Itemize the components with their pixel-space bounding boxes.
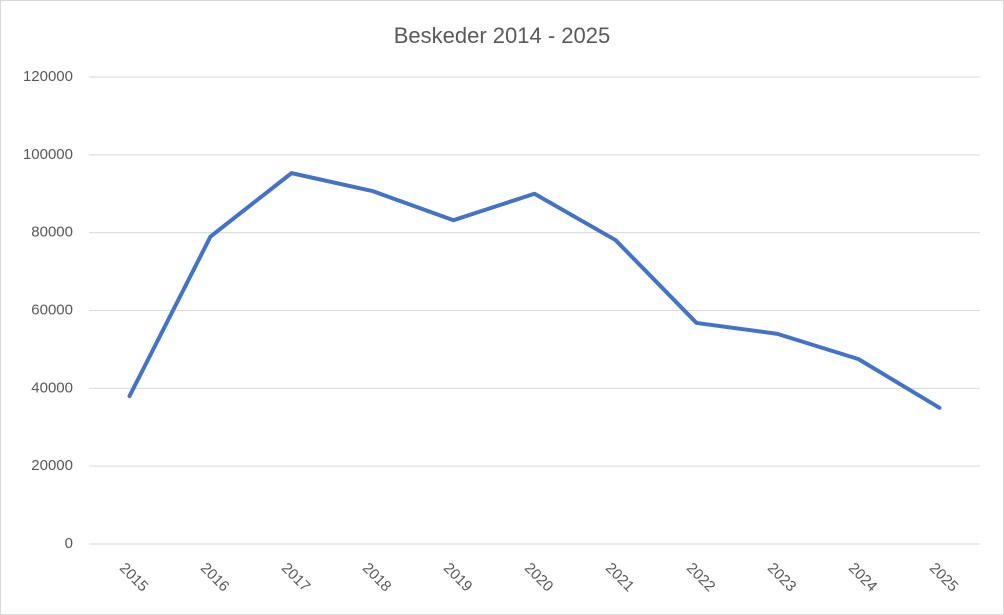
chart-title: Beskeder 2014 - 2025	[394, 23, 611, 48]
y-tick-label: 40000	[31, 379, 73, 396]
y-tick-label: 120000	[23, 68, 73, 85]
y-tick-label: 20000	[31, 457, 73, 474]
data-line	[127, 171, 942, 410]
y-tick-label: 60000	[31, 301, 73, 318]
y-tick-label: 80000	[31, 224, 73, 241]
y-tick-label: 100000	[23, 146, 73, 163]
y-tick-label: 0	[65, 535, 73, 552]
